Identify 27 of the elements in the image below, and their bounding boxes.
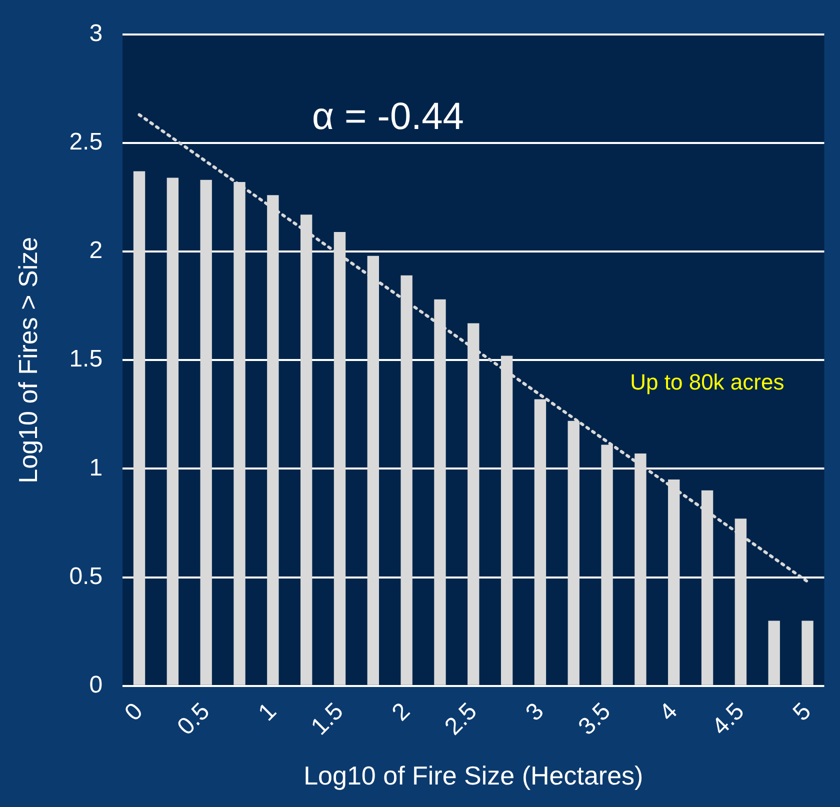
y-tick-label: 1 [89,454,103,482]
y-axis-title: Log10 of Fires > Size [12,236,43,484]
bar [802,620,814,685]
x-tick-label: 4 [654,698,683,726]
bar [133,171,146,685]
x-axis-title: Log10 of Fire Size (Hectares) [304,760,644,791]
x-tick-label: 2.5 [440,698,482,741]
x-tick-label: 1.5 [306,698,349,741]
x-tick-label: 5 [788,698,816,726]
x-tick-label: 0.5 [172,698,216,741]
x-tick-label: 2 [386,698,416,726]
annotation: Up to 80k acres [630,369,784,394]
bar [166,178,179,685]
y-tick-label: 2 [89,237,103,264]
y-tick-label: 3 [89,20,103,48]
x-tick-label: 4.5 [706,698,750,741]
x-tick-label: 3 [520,698,550,726]
y-tick-label: 0.5 [69,562,103,590]
y-tick-label: 0 [89,671,103,698]
y-tick-label: 1.5 [69,346,103,373]
bar [200,180,212,685]
x-tick-label: 0 [120,698,148,726]
bar [768,620,780,685]
annotation: α = -0.44 [312,96,464,138]
y-tick-label: 2.5 [69,128,103,156]
x-tick-label: 3.5 [573,698,616,741]
x-tick-label: 1 [253,698,282,726]
